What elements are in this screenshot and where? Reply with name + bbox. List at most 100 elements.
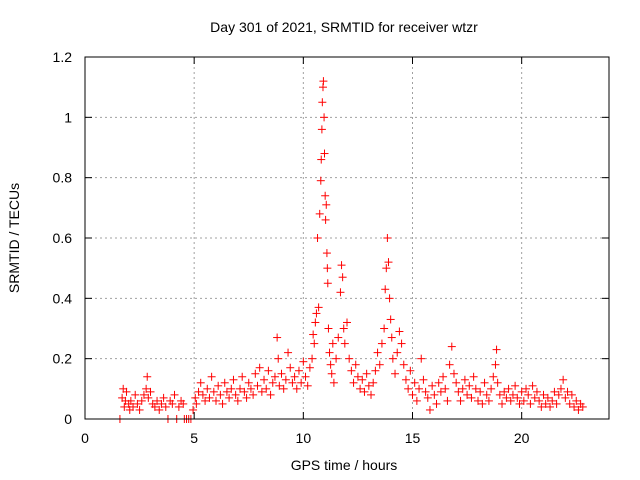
data-point <box>386 315 395 324</box>
data-point <box>312 309 321 318</box>
y-tick-label: 1 <box>64 109 72 125</box>
data-point <box>334 333 343 342</box>
data-point <box>322 249 331 258</box>
data-point <box>415 384 424 393</box>
data-point <box>242 393 251 402</box>
data-point <box>323 279 332 288</box>
data-point <box>480 378 489 387</box>
data-point <box>336 288 345 297</box>
data-point <box>207 372 216 381</box>
data-point <box>543 393 552 402</box>
data-point <box>212 396 220 405</box>
data-point <box>246 384 255 393</box>
data-point <box>321 215 330 224</box>
data-point <box>198 390 207 399</box>
data-point <box>373 348 382 357</box>
data-point <box>284 348 293 357</box>
data-point <box>299 357 308 366</box>
data-point <box>303 381 312 390</box>
data-point <box>441 384 450 393</box>
data-point <box>309 330 318 339</box>
data-point <box>253 381 262 390</box>
data-point <box>255 363 264 372</box>
data-point <box>384 258 393 267</box>
data-point <box>537 402 546 411</box>
data-point <box>321 191 330 200</box>
chart-title: Day 301 of 2021, SRMTID for receiver wtz… <box>210 19 478 35</box>
data-point <box>159 393 168 402</box>
data-point <box>432 399 441 408</box>
data-point <box>244 378 253 387</box>
data-point <box>371 366 380 375</box>
data-point <box>421 387 430 396</box>
data-point <box>528 381 537 390</box>
data-point <box>515 399 524 408</box>
data-point <box>135 405 144 414</box>
data-point <box>205 393 214 402</box>
data-point <box>456 396 465 405</box>
data-point <box>266 390 275 399</box>
data-point <box>209 387 218 396</box>
data-point <box>482 390 491 399</box>
data-point <box>511 381 520 390</box>
data-point <box>146 387 155 396</box>
data-point <box>425 405 434 414</box>
data-point <box>129 402 138 411</box>
data-point <box>489 372 498 381</box>
data-point <box>142 384 151 393</box>
data-point <box>311 318 320 327</box>
y-axis-label: SRMTID / TECUs <box>6 183 22 293</box>
data-point <box>290 372 299 381</box>
data-point <box>137 396 146 405</box>
data-point <box>340 339 349 348</box>
data-point <box>506 396 515 405</box>
data-point <box>251 369 260 378</box>
data-point <box>360 387 369 396</box>
data-point <box>452 378 461 387</box>
data-point <box>196 378 205 387</box>
data-point <box>329 378 338 387</box>
data-point <box>474 396 482 405</box>
data-point <box>240 387 249 396</box>
data-point <box>412 396 421 405</box>
data-point <box>161 402 170 411</box>
data-point <box>439 372 448 381</box>
y-tick-label: 0.4 <box>53 290 73 306</box>
data-point <box>552 399 561 408</box>
data-point <box>294 366 303 375</box>
data-point <box>492 345 501 354</box>
x-tick-label: 0 <box>81 430 89 446</box>
data-point <box>572 396 581 405</box>
data-point <box>504 384 513 393</box>
data-point <box>353 372 362 381</box>
data-point <box>322 200 331 209</box>
data-point <box>347 366 356 375</box>
data-point <box>133 399 142 408</box>
data-point <box>526 399 535 408</box>
data-point <box>460 375 469 384</box>
data-point <box>530 393 539 402</box>
data-point <box>519 396 528 405</box>
data-point <box>305 363 314 372</box>
data-point <box>563 387 572 396</box>
data-point <box>387 333 396 342</box>
data-point <box>233 396 242 405</box>
data-point <box>397 339 406 348</box>
data-point <box>229 375 238 384</box>
data-point <box>327 369 336 378</box>
data-point <box>467 393 476 402</box>
data-point <box>316 176 325 185</box>
data-point <box>122 387 131 396</box>
data-point <box>227 384 236 393</box>
data-point <box>323 264 332 273</box>
data-point <box>574 405 583 414</box>
data-point <box>319 77 328 86</box>
data-point <box>535 396 544 405</box>
data-point <box>358 375 367 384</box>
data-point <box>498 399 507 408</box>
data-point <box>380 324 389 333</box>
data-point <box>548 396 557 405</box>
data-point <box>449 369 458 378</box>
data-point <box>231 390 240 399</box>
x-tick-label: 10 <box>296 430 312 446</box>
